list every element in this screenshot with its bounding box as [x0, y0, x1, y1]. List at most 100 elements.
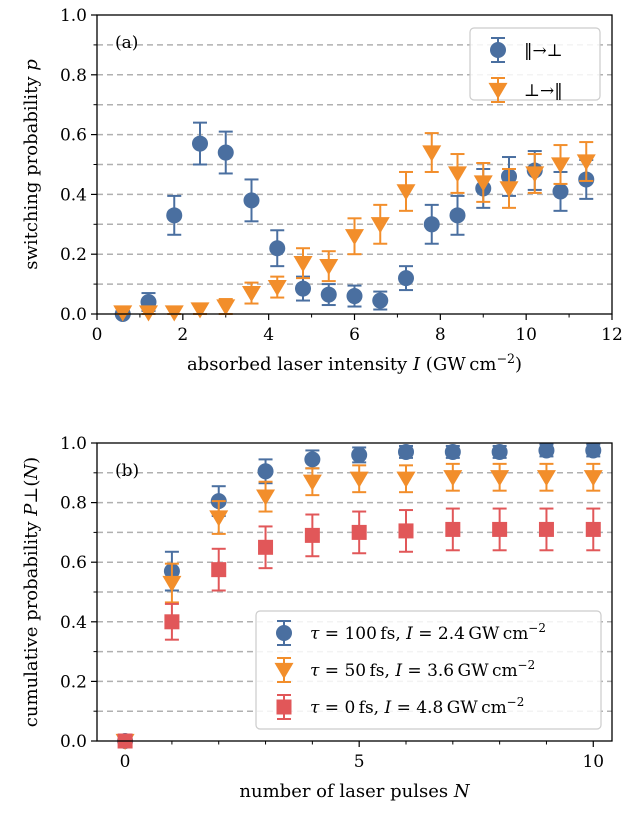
data-point [490, 470, 510, 487]
series-1 [113, 132, 596, 322]
data-point [370, 217, 390, 234]
data-point [398, 523, 414, 539]
data-point [499, 181, 519, 198]
y-tick-label: 0.0 [60, 305, 87, 325]
legend-marker [276, 699, 292, 715]
data-point [423, 216, 440, 233]
data-point [319, 259, 339, 276]
data-point [293, 256, 313, 273]
panel-a: 0.0 0.2 0.4 0.6 0.8 1.0 0 2 4 6 8 10 12 (a) absorbed l… [21, 6, 623, 375]
data-point [449, 207, 466, 224]
data-point [585, 521, 601, 537]
data-point [304, 451, 321, 468]
y-tick-label: 0.2 [60, 245, 87, 265]
data-point [242, 285, 261, 303]
x-tick-label: 10 [582, 752, 604, 772]
y-axis-label: cumulative probability P⊥(N) [21, 457, 42, 727]
panel-label: (a) [115, 33, 138, 53]
x-tick-label: 6 [349, 325, 360, 345]
legend-marker [488, 82, 508, 100]
x-tick-label: 10 [515, 325, 537, 345]
data-point [302, 474, 322, 491]
x-tick-label: 2 [177, 325, 188, 345]
data-point [190, 302, 210, 319]
data-point [304, 527, 320, 543]
legend-label: ⊥→‖ [524, 81, 563, 101]
data-point [345, 229, 364, 246]
data-point [473, 175, 493, 192]
data-point [448, 166, 467, 183]
data-point [346, 288, 363, 305]
data-point [351, 524, 367, 540]
legend-label: ‖→⊥ [524, 41, 563, 61]
y-tick-label: 0.8 [60, 66, 87, 86]
data-point [444, 443, 461, 460]
data-point [396, 471, 416, 488]
data-point [162, 575, 182, 593]
data-point [351, 446, 368, 463]
data-point [398, 270, 414, 287]
data-point [538, 521, 554, 537]
data-point [192, 135, 208, 152]
x-tick-label: 4 [263, 325, 274, 345]
legend-marker [274, 662, 294, 680]
data-point [258, 539, 274, 555]
data-point [256, 489, 276, 506]
y-tick-label: 1.0 [60, 6, 87, 26]
x-tick-label: 0 [120, 752, 131, 772]
data-point [295, 280, 311, 297]
data-point [216, 299, 236, 316]
data-point [492, 521, 508, 537]
y-tick-label: 0.6 [60, 553, 87, 573]
legend: ‖→⊥ ⊥→‖ [469, 27, 601, 103]
x-tick-label: 5 [354, 752, 365, 772]
data-point [257, 463, 274, 480]
data-point [538, 442, 555, 459]
data-point [396, 184, 416, 201]
data-point [585, 442, 602, 459]
data-point [267, 279, 287, 297]
legend-marker [490, 42, 506, 58]
data-point [551, 157, 570, 174]
y-tick-label: 0.4 [60, 613, 87, 633]
x-axis-label: absorbed laser intensity I (GW cm−2) [187, 351, 522, 376]
legend: τ = 100 fs, I = 2.4 GW cm−2 τ = 50 fs, I … [255, 610, 602, 730]
data-point [217, 144, 234, 161]
data-point [576, 154, 596, 171]
legend-label: τ = 50 fs, I = 3.6 GW cm−2 [310, 658, 535, 681]
y-tick-label: 0.4 [60, 185, 87, 205]
data-point [320, 286, 337, 303]
legend-marker [276, 625, 292, 641]
x-tick-label: 0 [92, 325, 103, 345]
legend-label: τ = 100 fs, I = 2.4 GW cm−2 [310, 621, 546, 644]
panel-b: 0.0 0.2 0.4 0.6 0.8 1.0 0 5 10 (b) number of laser… [21, 434, 613, 802]
y-tick-label: 0.8 [60, 494, 87, 514]
data-point [398, 443, 414, 460]
data-point [243, 192, 260, 209]
legend-frame [255, 610, 602, 730]
data-point [166, 207, 183, 224]
y-tick-label: 0.2 [60, 672, 87, 692]
y-tick-label: 0.0 [60, 732, 87, 752]
data-point [445, 521, 461, 537]
data-point [211, 562, 227, 578]
x-tick-label: 12 [601, 325, 623, 345]
data-point [536, 470, 556, 487]
data-point [372, 292, 389, 309]
data-point [422, 145, 442, 162]
data-point [209, 510, 229, 527]
x-tick-label: 8 [435, 325, 446, 345]
data-point [443, 470, 463, 487]
data-point [552, 183, 569, 200]
y-tick-label: 0.6 [60, 126, 87, 146]
panel-label: (b) [115, 461, 139, 481]
legend-label: τ = 0 fs, I = 4.8 GW cm−2 [310, 695, 524, 718]
data-point [583, 470, 603, 487]
axes-frame [96, 14, 613, 315]
axes-frame [96, 442, 613, 742]
data-point [164, 614, 180, 630]
series-2 [117, 507, 601, 749]
y-axis-label: switching probability p [21, 59, 42, 270]
data-point [349, 471, 369, 488]
